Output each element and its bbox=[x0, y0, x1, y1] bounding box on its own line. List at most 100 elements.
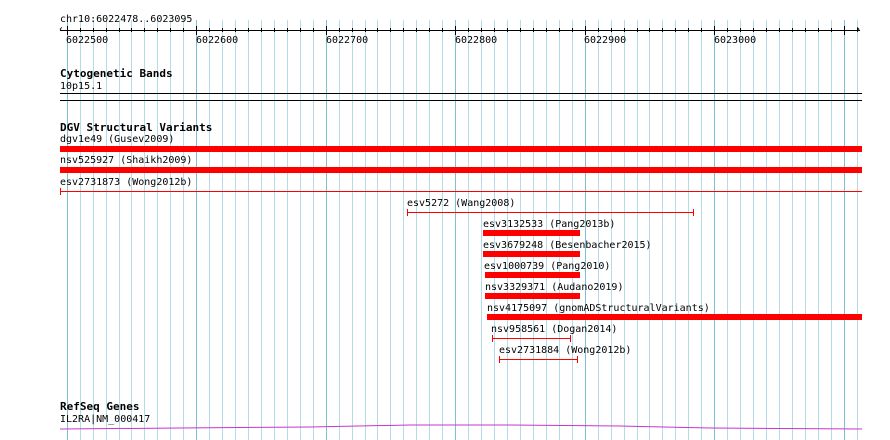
variant-bar-esv3132533[interactable] bbox=[483, 230, 580, 236]
grid-line bbox=[611, 20, 612, 440]
ruler-minor-tick bbox=[390, 28, 391, 32]
ruler-left-arrow: ‹ bbox=[58, 24, 65, 35]
ruler-tick-label-5: 6023000 bbox=[714, 35, 757, 46]
ruler-major-tick bbox=[455, 26, 456, 35]
grid-line bbox=[779, 20, 780, 440]
ruler-minor-tick bbox=[662, 28, 663, 32]
cytobands-track-title[interactable]: Cytogenetic Bands bbox=[60, 67, 173, 80]
ruler-minor-tick bbox=[857, 28, 858, 32]
variant-cap-esv2731884-left bbox=[499, 356, 500, 363]
ruler-minor-tick bbox=[442, 28, 443, 32]
ruler-minor-tick bbox=[80, 28, 81, 32]
refseq-gene-line[interactable] bbox=[60, 424, 862, 430]
dgv-track-title[interactable]: DGV Structural Variants bbox=[60, 121, 213, 134]
grid-line bbox=[792, 20, 793, 440]
variant-bar-dgv1e49[interactable] bbox=[60, 146, 862, 152]
ruler-minor-tick bbox=[598, 28, 599, 32]
grid-line bbox=[377, 20, 378, 440]
variant-cap-nsv958561-right bbox=[570, 335, 571, 342]
ruler-minor-tick bbox=[222, 28, 223, 32]
ruler-minor-tick bbox=[377, 28, 378, 32]
ruler-minor-tick bbox=[287, 28, 288, 32]
variant-label-nsv525927: nsv525927 (Shaikh2009) bbox=[60, 155, 193, 166]
ruler-minor-tick bbox=[507, 28, 508, 32]
variant-cap-esv5272-left bbox=[407, 209, 408, 216]
grid-line bbox=[352, 20, 353, 440]
variant-label-nsv4175097: nsv4175097 (gnomADStructuralVariants) bbox=[487, 303, 710, 314]
ruler-minor-tick bbox=[429, 28, 430, 32]
ruler-minor-tick bbox=[779, 28, 780, 32]
variant-bar-esv1000739[interactable] bbox=[485, 272, 580, 278]
ruler-minor-tick bbox=[740, 28, 741, 32]
variant-bar-esv2731873[interactable] bbox=[60, 191, 862, 192]
grid-line bbox=[157, 20, 158, 440]
grid-line bbox=[274, 20, 275, 440]
ruler-minor-tick bbox=[818, 28, 819, 32]
ruler-minor-tick bbox=[805, 28, 806, 32]
grid-line bbox=[313, 20, 314, 440]
variant-bar-nsv4175097[interactable] bbox=[487, 314, 862, 320]
ruler-minor-tick bbox=[403, 28, 404, 32]
ruler-minor-tick bbox=[313, 28, 314, 32]
grid-line bbox=[481, 20, 482, 440]
grid-line bbox=[326, 20, 327, 440]
ruler-minor-tick bbox=[559, 28, 560, 32]
grid-line bbox=[144, 20, 145, 440]
variant-bar-nsv525927[interactable] bbox=[60, 167, 862, 173]
ruler-tick-label-1: 6022600 bbox=[196, 35, 239, 46]
grid-line bbox=[170, 20, 171, 440]
grid-line bbox=[857, 20, 858, 440]
ruler-axis-line bbox=[60, 30, 860, 31]
refseq-gene-model[interactable] bbox=[60, 420, 862, 434]
ruler-location: chr10:6022478..6023095 bbox=[60, 14, 193, 25]
grid-line bbox=[248, 20, 249, 440]
grid-line bbox=[662, 20, 663, 440]
variant-bar-nsv3329371[interactable] bbox=[485, 293, 580, 299]
ruler-minor-tick bbox=[300, 28, 301, 32]
variant-label-esv1000739: esv1000739 (Pang2010) bbox=[484, 261, 611, 272]
ruler-major-tick bbox=[67, 26, 68, 35]
refseq-track-title[interactable]: RefSeq Genes bbox=[60, 400, 140, 413]
ruler-minor-tick bbox=[170, 28, 171, 32]
variant-bar-esv2731884[interactable] bbox=[499, 359, 578, 360]
grid-line bbox=[183, 20, 184, 440]
variant-bar-nsv958561[interactable] bbox=[492, 338, 571, 339]
ruler-minor-tick bbox=[248, 28, 249, 32]
ruler-minor-tick bbox=[546, 28, 547, 32]
ruler-minor-tick bbox=[144, 28, 145, 32]
grid-line bbox=[701, 20, 702, 440]
grid-line bbox=[455, 20, 456, 440]
ruler-minor-tick bbox=[494, 28, 495, 32]
grid-line bbox=[675, 20, 676, 440]
ruler-tick-label-0: 6022500 bbox=[66, 35, 109, 46]
grid-line bbox=[339, 20, 340, 440]
grid-line bbox=[844, 20, 845, 440]
variant-bar-esv5272[interactable] bbox=[407, 212, 694, 213]
ruler-right-arrow: › bbox=[855, 24, 862, 35]
ruler-minor-tick bbox=[649, 28, 650, 32]
grid-line bbox=[818, 20, 819, 440]
grid-line bbox=[649, 20, 650, 440]
ruler-minor-tick bbox=[339, 28, 340, 32]
variant-label-esv5272: esv5272 (Wang2008) bbox=[407, 198, 516, 209]
ruler-minor-tick bbox=[688, 28, 689, 32]
grid-line bbox=[209, 20, 210, 440]
ruler-minor-tick bbox=[119, 28, 120, 32]
ruler-major-tick bbox=[585, 26, 586, 35]
ruler-minor-tick bbox=[157, 28, 158, 32]
ruler-minor-tick bbox=[520, 28, 521, 32]
grid-line bbox=[624, 20, 625, 440]
ruler-minor-tick bbox=[727, 28, 728, 32]
variant-label-esv2731873: esv2731873 (Wong2012b) bbox=[60, 177, 193, 188]
grid-line bbox=[261, 20, 262, 440]
grid-line bbox=[831, 20, 832, 440]
grid-line bbox=[416, 20, 417, 440]
variant-cap-esv2731884-right bbox=[577, 356, 578, 363]
ruler-tick-label-3: 6022800 bbox=[455, 35, 498, 46]
ruler-minor-tick bbox=[183, 28, 184, 32]
grid-line bbox=[93, 20, 94, 440]
variant-bar-esv3679248[interactable] bbox=[483, 251, 580, 257]
ruler-minor-tick bbox=[753, 28, 754, 32]
grid-line bbox=[365, 20, 366, 440]
